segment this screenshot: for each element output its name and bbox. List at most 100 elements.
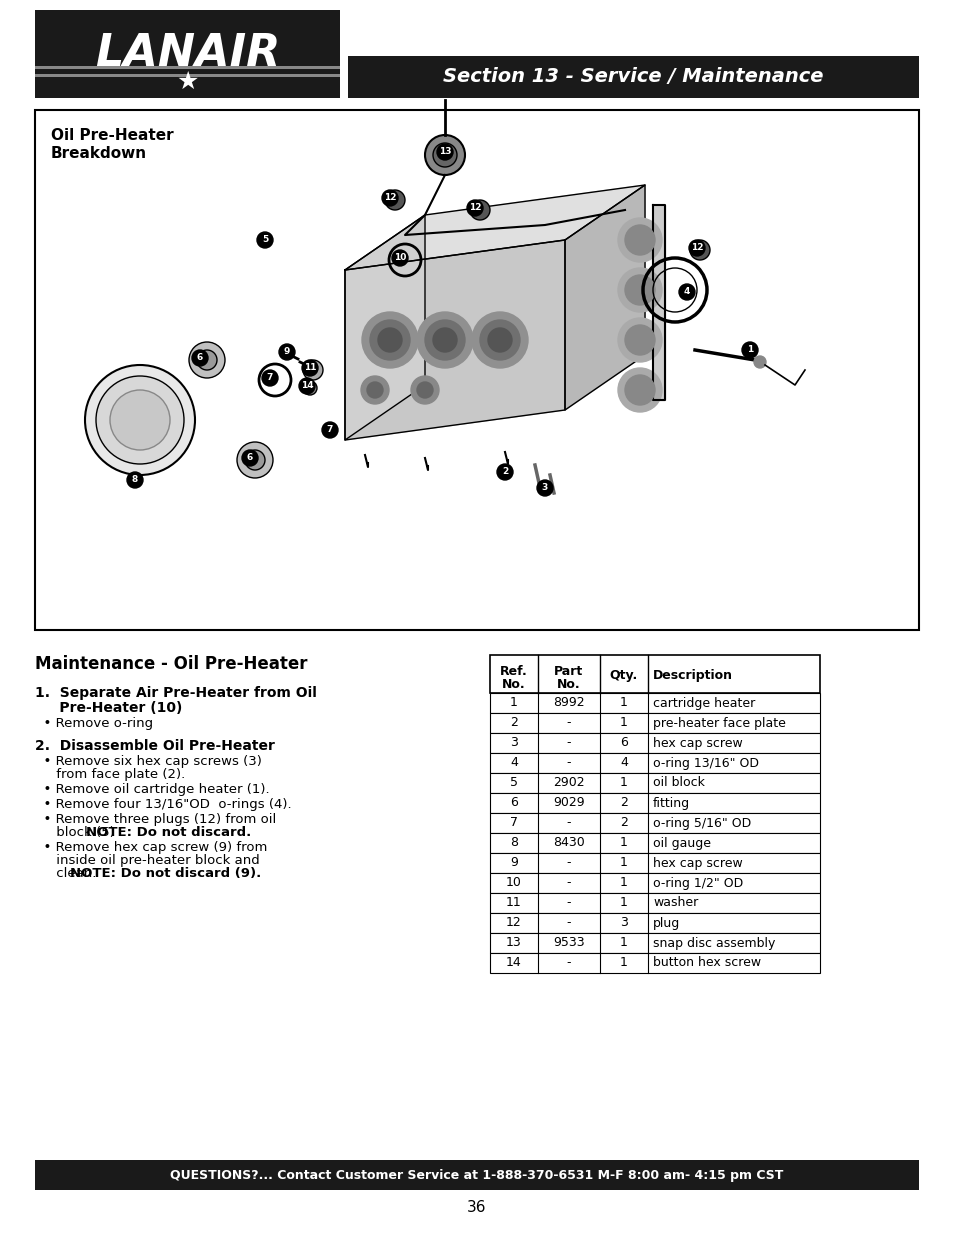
Text: 1: 1 (619, 716, 627, 730)
Text: -: - (566, 956, 571, 969)
Bar (35, 110, 918, 630)
Polygon shape (345, 240, 564, 440)
Bar (490, 693, 820, 713)
Text: 2: 2 (619, 816, 627, 830)
Text: 8: 8 (510, 836, 517, 850)
Text: Maintenance - Oil Pre-Heater: Maintenance - Oil Pre-Heater (35, 655, 307, 673)
Circle shape (192, 350, 208, 366)
Circle shape (679, 284, 695, 300)
Text: 8: 8 (132, 475, 138, 484)
Text: inside oil pre-heater block and: inside oil pre-heater block and (35, 853, 259, 867)
Text: 1: 1 (619, 897, 627, 909)
Text: cartridge heater: cartridge heater (652, 697, 755, 709)
Text: 1: 1 (619, 857, 627, 869)
Bar (348, 56, 918, 98)
Circle shape (278, 345, 294, 359)
Text: 6: 6 (510, 797, 517, 809)
Polygon shape (345, 185, 644, 270)
Text: 12: 12 (506, 916, 521, 930)
Text: 2.  Disassemble Oil Pre-Heater: 2. Disassemble Oil Pre-Heater (35, 739, 274, 753)
Text: 5: 5 (262, 236, 268, 245)
Text: 5: 5 (510, 777, 517, 789)
Text: 1: 1 (619, 877, 627, 889)
Text: 1: 1 (619, 697, 627, 709)
Text: -: - (566, 716, 571, 730)
Text: QUESTIONS?... Contact Customer Service at 1-888-370-6531 M-F 8:00 am- 4:15 pm CS: QUESTIONS?... Contact Customer Service a… (171, 1168, 782, 1182)
Text: 7: 7 (327, 426, 333, 435)
Circle shape (110, 390, 170, 450)
Text: Ref.: Ref. (499, 664, 527, 678)
Text: 1: 1 (619, 936, 627, 950)
Text: NOTE: Do not discard.: NOTE: Do not discard. (86, 826, 251, 839)
Bar (490, 813, 820, 832)
Circle shape (433, 329, 456, 352)
Text: -: - (566, 877, 571, 889)
Bar (490, 734, 820, 753)
Circle shape (470, 200, 490, 220)
Text: 1: 1 (619, 836, 627, 850)
Bar (490, 932, 820, 953)
Text: hex cap screw: hex cap screw (652, 857, 742, 869)
Circle shape (424, 135, 464, 175)
Text: block (5): block (5) (35, 826, 123, 839)
Bar (35, 74, 339, 77)
Circle shape (433, 143, 456, 167)
Text: 1: 1 (619, 956, 627, 969)
Text: 7: 7 (267, 373, 273, 383)
Circle shape (424, 320, 464, 359)
Text: 2: 2 (510, 716, 517, 730)
Text: oil gauge: oil gauge (652, 836, 710, 850)
Circle shape (242, 450, 257, 466)
Circle shape (472, 312, 527, 368)
Text: 3: 3 (541, 483, 548, 493)
Text: 36: 36 (467, 1200, 486, 1215)
Circle shape (416, 382, 433, 398)
Polygon shape (564, 185, 644, 410)
Text: NOTE: Do not discard (9).: NOTE: Do not discard (9). (71, 867, 261, 881)
Circle shape (537, 480, 553, 496)
Circle shape (303, 382, 316, 395)
Circle shape (467, 200, 482, 216)
Text: • Remove hex cap screw (9) from: • Remove hex cap screw (9) from (35, 841, 267, 853)
Bar (490, 893, 820, 913)
Text: • Remove o-ring: • Remove o-ring (35, 718, 153, 730)
Circle shape (689, 240, 709, 261)
Text: • Remove oil cartridge heater (1).: • Remove oil cartridge heater (1). (35, 783, 270, 797)
Text: 8992: 8992 (553, 697, 584, 709)
Circle shape (302, 359, 317, 375)
Text: 6: 6 (196, 353, 203, 363)
Circle shape (262, 370, 277, 387)
Circle shape (436, 144, 453, 161)
Circle shape (361, 312, 417, 368)
Bar (490, 953, 820, 973)
Text: Section 13 - Service / Maintenance: Section 13 - Service / Maintenance (443, 68, 822, 86)
Text: 9: 9 (283, 347, 290, 357)
Circle shape (488, 329, 512, 352)
Text: No.: No. (501, 678, 525, 692)
Text: Description: Description (652, 668, 732, 682)
Circle shape (256, 232, 273, 248)
Text: -: - (566, 757, 571, 769)
Circle shape (624, 225, 655, 254)
Text: snap disc assembly: snap disc assembly (652, 936, 775, 950)
Text: 9533: 9533 (553, 936, 584, 950)
Circle shape (392, 249, 408, 266)
Text: Pre-Heater (10): Pre-Heater (10) (35, 701, 182, 715)
Bar (490, 753, 820, 773)
Text: 4: 4 (619, 757, 627, 769)
Circle shape (416, 312, 473, 368)
Circle shape (411, 375, 438, 404)
Text: 2902: 2902 (553, 777, 584, 789)
Circle shape (85, 366, 194, 475)
Bar (490, 832, 820, 853)
Circle shape (753, 356, 765, 368)
Text: 2: 2 (501, 468, 508, 477)
Text: Oil Pre-Heater: Oil Pre-Heater (51, 128, 173, 143)
Circle shape (624, 275, 655, 305)
Text: 14: 14 (300, 382, 313, 390)
Bar (35, 10, 339, 98)
Text: 1: 1 (746, 346, 752, 354)
Text: 1: 1 (510, 697, 517, 709)
Circle shape (322, 422, 337, 438)
Text: fitting: fitting (652, 797, 689, 809)
